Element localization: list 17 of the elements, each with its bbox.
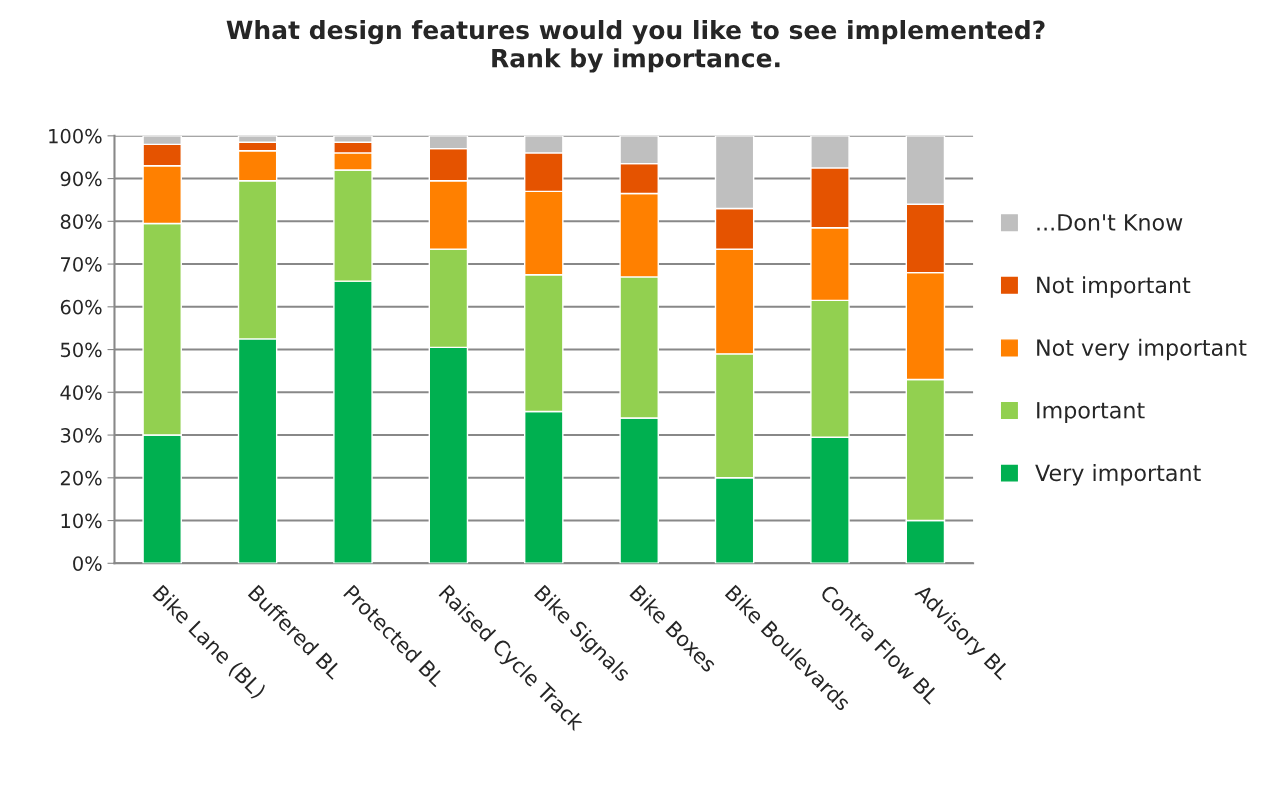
y-tick-label: 10%: [61, 513, 102, 529]
y-tick-label: 0%: [73, 556, 102, 571]
y-tick-label: 60%: [60, 299, 102, 315]
y-tick-label: 100%: [49, 128, 102, 144]
y-tick-label: 90%: [60, 171, 102, 187]
legend-label: Important: [1037, 402, 1145, 423]
legend-label: Very important: [1035, 464, 1201, 486]
legend-label: Not very important: [1037, 338, 1247, 361]
y-tick-label: 20%: [60, 470, 102, 486]
y-tick-label: 40%: [60, 385, 102, 400]
chart-title: What design features would you like to see implemented? Rank by importance.: [226, 19, 1045, 73]
y-tick-label: 30%: [60, 428, 102, 443]
legend-label: ...Don't Know: [1037, 214, 1183, 231]
y-tick-label: 80%: [60, 214, 102, 229]
legend-label: Not important: [1037, 276, 1191, 298]
y-tick-label: 50%: [60, 342, 102, 358]
y-tick-label: 70%: [61, 257, 102, 272]
